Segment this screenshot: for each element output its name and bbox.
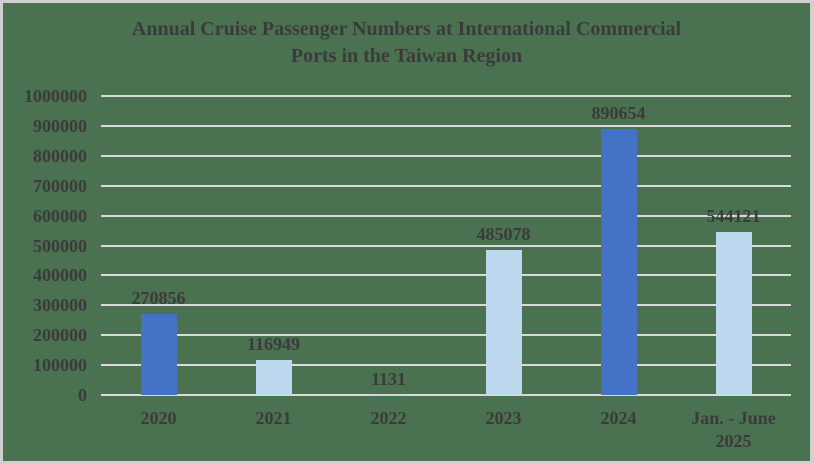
y-axis-tick-label: 1000000 <box>24 86 87 106</box>
x-axis-category-label: 2021 <box>255 408 292 428</box>
chart-title-line1: Annual Cruise Passenger Numbers at Inter… <box>131 18 682 40</box>
bar-value-label: 544121 <box>706 206 761 227</box>
y-axis-tick-label: 400000 <box>33 265 87 286</box>
gridline <box>101 184 791 187</box>
chart-title-line2: Ports in the Taiwan Region <box>290 45 523 67</box>
y-axis-tick-label: 0 <box>78 385 87 405</box>
chart-title: Annual Cruise Passenger Numbers at Inter… <box>3 16 810 70</box>
x-axis-category-label: 2022 <box>370 408 407 428</box>
gridline <box>101 364 791 367</box>
bar-value-label: 270856 <box>131 288 186 308</box>
x-axis-category-label: 2023 <box>485 408 522 428</box>
gridline <box>101 154 791 157</box>
gridline <box>101 394 791 396</box>
gridline <box>101 274 791 277</box>
gridline <box>101 304 791 307</box>
x-axis-category-label: 2020 <box>140 408 177 428</box>
y-axis-tick-label: 300000 <box>33 295 87 316</box>
y-axis-tick-label: 200000 <box>33 325 87 346</box>
gridline <box>101 95 791 97</box>
bar <box>485 249 522 395</box>
bar-value-label: 116949 <box>246 334 300 355</box>
bar-value-label: 1131 <box>370 368 406 389</box>
bar-value-label: 485078 <box>476 223 531 244</box>
gridline <box>101 334 791 337</box>
bar <box>715 232 752 395</box>
y-axis-tick-label: 600000 <box>33 205 87 226</box>
bar-value-label: 890654 <box>591 102 646 123</box>
y-axis-tick-label: 700000 <box>33 175 87 196</box>
bar <box>140 314 177 395</box>
y-axis-tick-label: 900000 <box>33 115 87 136</box>
x-axis-category-label: 2024 <box>600 408 637 428</box>
gridline <box>101 124 791 127</box>
bar <box>600 128 637 395</box>
gridline <box>101 214 791 217</box>
y-axis-tick-label: 800000 <box>33 145 87 166</box>
x-axis-category-label: Jan. - June 2025 <box>691 408 776 451</box>
gridline <box>101 244 791 247</box>
y-axis-tick-label: 500000 <box>33 235 87 256</box>
y-axis-tick-label: 100000 <box>33 355 87 376</box>
bar <box>255 360 292 395</box>
